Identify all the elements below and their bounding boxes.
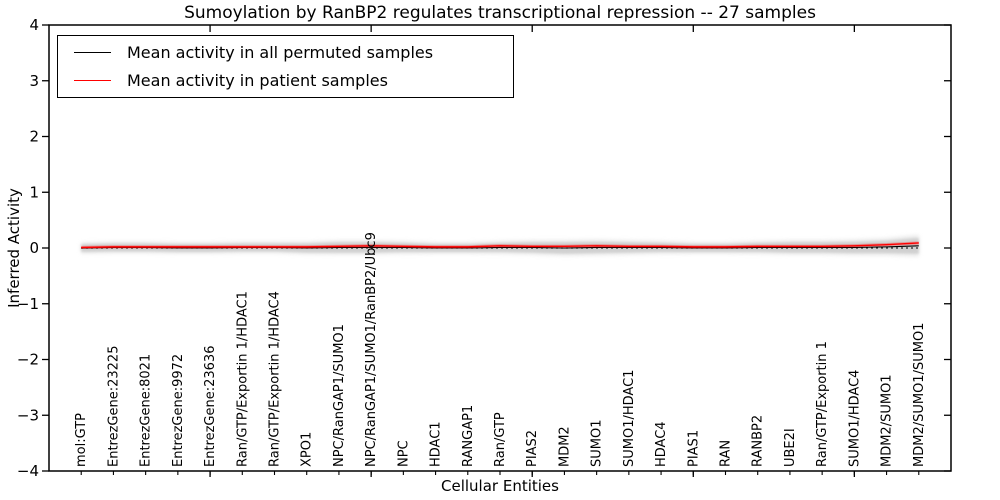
x-tick-label: MDM2/SUMO1 <box>880 374 895 467</box>
legend-label-patient: Mean activity in patient samples <box>127 70 388 90</box>
x-tick-label: SUMO1/HDAC4 <box>847 370 862 467</box>
y-tick-label: −4 <box>17 462 39 480</box>
x-tick-label: RANBP2 <box>751 415 766 467</box>
legend-item-permuted: Mean activity in all permuted samples <box>74 40 513 66</box>
x-tick-label: RANGAP1 <box>461 405 476 467</box>
x-tick-label: MDM2/SUMO1/SUMO1 <box>912 323 927 467</box>
series-line-patient <box>81 242 919 249</box>
x-tick-label: SUMO1/HDAC1 <box>622 370 637 467</box>
x-tick-label: EntrezGene:23225 <box>106 346 121 467</box>
y-tick-label: 4 <box>29 16 39 34</box>
y-tick-label: −2 <box>17 351 39 369</box>
x-tick-label: NPC/RanGAP1/SUMO1 <box>332 324 347 467</box>
x-tick-label: NPC <box>396 440 411 467</box>
y-tick-label: 0 <box>29 239 39 257</box>
x-axis-label: Cellular Entities <box>441 477 559 495</box>
x-tick-label: Ran/GTP <box>493 412 508 467</box>
y-tick-label: −1 <box>17 295 39 313</box>
x-tick-label: Ran/GTP/Exportin 1/HDAC4 <box>268 291 283 467</box>
x-tick-label: HDAC4 <box>654 421 669 467</box>
x-tick-label: EntrezGene:8021 <box>139 354 154 467</box>
x-tick-label: RAN <box>719 440 734 467</box>
x-tick-label: NPC/RanGAP1/SUMO1/RanBP2/Ubc9 <box>364 232 379 467</box>
legend-line-sample-permuted <box>74 52 111 54</box>
x-tick-label: MDM2 <box>557 426 572 467</box>
x-tick-label: Ran/GTP/Exportin 1 <box>815 341 830 467</box>
y-tick-label: 1 <box>29 183 39 201</box>
x-tick-label: PIAS1 <box>686 430 701 467</box>
y-tick-label: −3 <box>17 406 39 424</box>
x-tick-label: SUMO1 <box>590 420 605 468</box>
x-tick-label: Ran/GTP/Exportin 1/HDAC1 <box>235 291 250 467</box>
legend: Mean activity in all permuted samples Me… <box>57 35 514 98</box>
y-axis-label: Inferred Activity <box>5 188 23 308</box>
x-tick-label: EntrezGene:23636 <box>203 346 218 467</box>
y-tick-label: 3 <box>29 72 39 90</box>
x-tick-label: XPO1 <box>300 432 315 467</box>
series-line-permuted <box>81 245 919 249</box>
x-tick-label: UBE2I <box>783 428 798 467</box>
legend-item-patient: Mean activity in patient samples <box>74 67 513 93</box>
x-tick-label: EntrezGene:9972 <box>171 354 186 467</box>
legend-label-permuted: Mean activity in all permuted samples <box>127 43 434 63</box>
legend-line-sample-patient <box>74 79 111 81</box>
x-tick-label: mol:GTP <box>74 413 89 467</box>
x-tick-label: PIAS2 <box>525 430 540 467</box>
chart-title: Sumoylation by RanBP2 regulates transcri… <box>184 3 816 23</box>
y-tick-label: 2 <box>29 128 39 146</box>
x-tick-label: HDAC1 <box>429 421 444 467</box>
